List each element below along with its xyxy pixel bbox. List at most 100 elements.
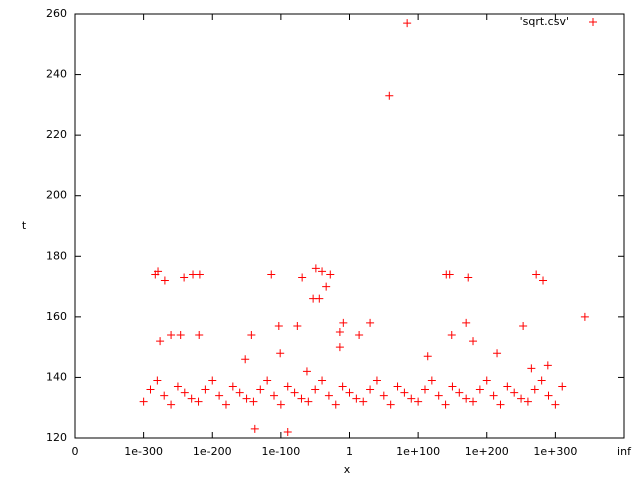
point: [379, 391, 388, 400]
point: [352, 394, 361, 403]
point: [537, 376, 546, 385]
point: [276, 349, 285, 358]
point: [283, 427, 292, 436]
x-tick-label: 0: [72, 445, 79, 458]
point: [527, 364, 536, 373]
point: [318, 267, 327, 276]
point: [263, 376, 272, 385]
point: [302, 367, 311, 376]
y-tick-label: 140: [46, 370, 67, 383]
x-tick-label: 1e+100: [396, 445, 440, 458]
point: [469, 337, 478, 346]
point: [221, 400, 230, 409]
x-tick-label: 1e+200: [465, 445, 509, 458]
point: [270, 391, 279, 400]
point: [372, 376, 381, 385]
point: [530, 385, 539, 394]
point: [489, 391, 498, 400]
point: [293, 321, 302, 330]
x-tick-label: 1e-200: [193, 445, 232, 458]
x-axis-label: x: [344, 463, 351, 476]
point: [462, 394, 471, 403]
point: [543, 361, 552, 370]
point: [322, 282, 331, 291]
y-axis-label: t: [22, 219, 27, 232]
point: [241, 355, 250, 364]
point: [523, 397, 532, 406]
point: [335, 328, 344, 336]
point: [393, 382, 402, 391]
point: [153, 376, 162, 385]
point: [355, 331, 364, 340]
point: [298, 273, 307, 282]
point: [208, 376, 217, 385]
point: [551, 400, 560, 409]
point: [318, 376, 327, 385]
point: [517, 394, 526, 403]
point: [311, 385, 320, 394]
point: [447, 331, 456, 340]
point: [274, 321, 283, 330]
point: [326, 270, 335, 279]
point: [434, 391, 443, 400]
legend-label: 'sqrt.csv': [520, 15, 569, 28]
point: [247, 331, 256, 340]
point: [496, 400, 505, 409]
x-tick-label: 1e-300: [124, 445, 163, 458]
point: [283, 382, 292, 391]
point: [304, 397, 313, 406]
point: [256, 385, 265, 394]
point: [423, 352, 432, 361]
point: [558, 382, 567, 391]
point: [455, 388, 464, 397]
point: [403, 19, 412, 28]
point: [544, 391, 553, 400]
point: [290, 388, 299, 397]
point: [407, 394, 416, 403]
point: [445, 270, 454, 279]
point: [160, 276, 169, 285]
point: [532, 270, 541, 279]
point: [235, 388, 244, 397]
point: [510, 388, 519, 397]
y-tick-label: 240: [46, 68, 67, 81]
y-tick-label: 180: [46, 249, 67, 262]
point: [167, 400, 176, 409]
point: [335, 343, 344, 352]
point: [427, 376, 436, 385]
point: [420, 385, 429, 394]
point: [331, 400, 340, 409]
y-tick-label: 160: [46, 310, 67, 323]
point: [338, 382, 347, 391]
point: [146, 385, 155, 394]
point: [139, 397, 148, 406]
point: [448, 382, 457, 391]
point: [276, 400, 285, 409]
point: [194, 397, 203, 406]
point: [154, 267, 163, 276]
point: [359, 397, 368, 406]
point: [366, 318, 375, 327]
point: [160, 391, 169, 400]
point: [297, 394, 306, 403]
point: [180, 273, 189, 282]
y-tick-label: 120: [46, 431, 67, 444]
point: [339, 318, 348, 327]
point: [400, 388, 409, 397]
point: [187, 394, 196, 403]
legend-marker: [589, 18, 597, 26]
point: [462, 318, 471, 327]
point: [228, 382, 237, 391]
point: [469, 397, 478, 406]
point: [180, 388, 189, 397]
point: [539, 276, 548, 285]
y-tick-label: 200: [46, 189, 67, 202]
y-tick-label: 260: [46, 7, 67, 20]
point: [195, 331, 204, 340]
point: [250, 424, 259, 433]
point: [195, 270, 204, 279]
point: [414, 397, 423, 406]
point: [441, 400, 450, 409]
x-tick-label: 1e+300: [533, 445, 577, 458]
